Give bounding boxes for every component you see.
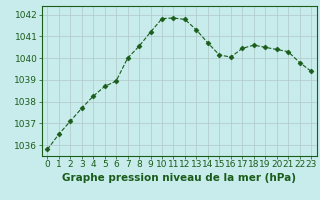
X-axis label: Graphe pression niveau de la mer (hPa): Graphe pression niveau de la mer (hPa)	[62, 173, 296, 183]
